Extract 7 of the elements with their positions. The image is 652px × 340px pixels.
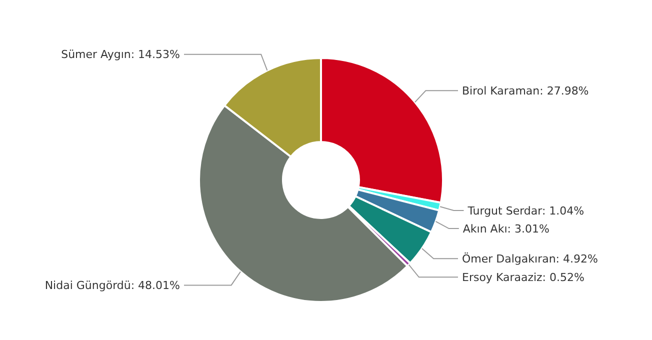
slice-label: Ömer Dalgakıran: 4.92% [462,251,598,266]
slice-label: Sümer Aygın: 14.53% [61,48,180,62]
slice-label: Birol Karaman: 27.98% [462,84,589,98]
slice-label: Akın Akı: 3.01% [462,222,550,236]
slice-label: Nidai Güngördü: 48.01% [44,279,180,292]
slice-label: Ersoy Karaaziz: 0.52% [462,271,584,284]
slice-label: Turgut Serdar: 1.04% [466,204,584,218]
